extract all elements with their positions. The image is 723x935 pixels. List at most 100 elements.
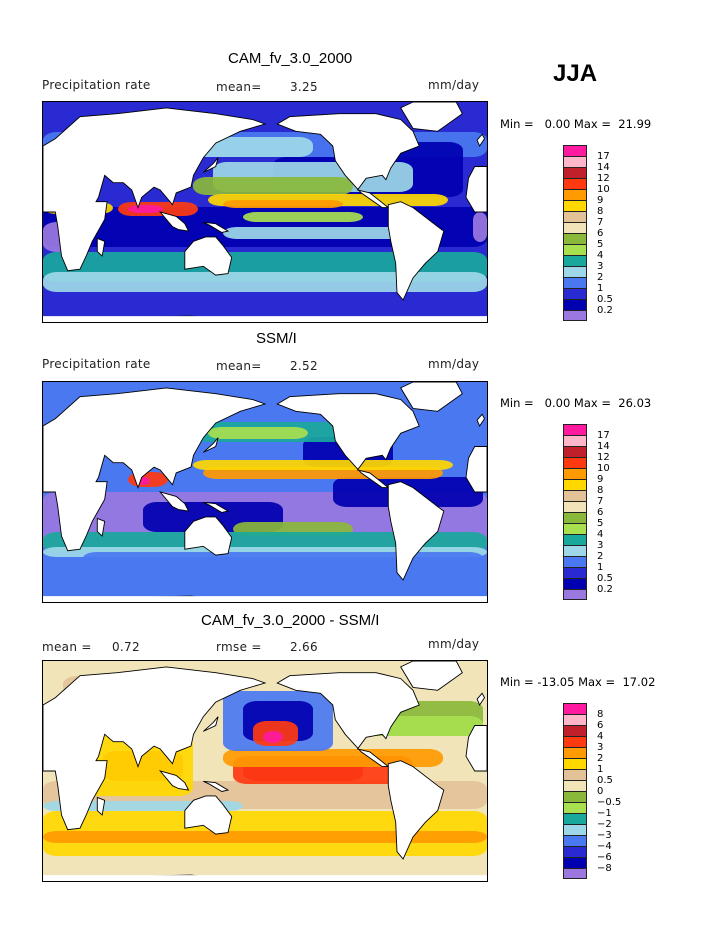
colorbar-swatch	[563, 846, 587, 857]
continent-outline	[203, 780, 230, 792]
continent-outline	[43, 107, 267, 272]
continent-outline	[465, 725, 487, 772]
colorbar-level-label: 12	[597, 173, 610, 184]
panel-3-minmax: Min = -13.05 Max = 17.02	[500, 675, 656, 689]
panel-3-title: CAM_fv_3.0_2000 - SSM/I	[201, 612, 380, 629]
colorbar-level-label: −1	[597, 808, 612, 819]
precip-contour-region	[43, 272, 487, 292]
continent-outline	[276, 393, 420, 489]
panel-1-map	[42, 101, 488, 323]
colorbar-level-label: −3	[597, 830, 612, 841]
colorbar-swatch	[563, 178, 587, 189]
continent-outline	[476, 413, 486, 427]
panel-3-map-canvas	[43, 661, 487, 881]
colorbar-swatch	[563, 769, 587, 780]
colorbar-swatch	[563, 167, 587, 178]
colorbar-level-label: 7	[597, 217, 604, 228]
colorbar-swatch	[563, 222, 587, 233]
colorbar-level-label: 0.2	[597, 584, 613, 595]
colorbar-level-label: 1	[597, 764, 604, 775]
continent-outline	[400, 102, 463, 132]
colorbar-level-label: 8	[597, 206, 604, 217]
colorbar-level-label: 2	[597, 272, 604, 283]
precip-contour-region	[223, 749, 443, 767]
colorbar-level-label: 14	[597, 162, 610, 173]
colorbar-level-label: 4	[597, 250, 604, 261]
colorbar-swatch	[563, 857, 587, 868]
precip-contour-region	[223, 200, 343, 208]
season-label: JJA	[553, 60, 598, 87]
continent-outline	[158, 491, 190, 512]
panel-2-colorbar-labels: 17 14 12 10 9 8 7 6 5 4 3 2 1 0.5 0.2	[597, 430, 613, 595]
colorbar-swatch	[563, 545, 587, 556]
panel-1-map-canvas	[43, 102, 487, 322]
colorbar-level-label: 3	[597, 261, 604, 272]
colorbar-swatch	[563, 145, 587, 156]
colorbar-swatch	[563, 288, 587, 299]
panel-3-rmse-label: rmse =	[216, 640, 262, 654]
continent-outline	[387, 201, 445, 301]
continent-outline	[96, 237, 106, 257]
colorbar-swatch	[563, 835, 587, 846]
continent-outline	[387, 760, 445, 860]
continent-outline	[476, 133, 486, 147]
colorbar-swatch	[563, 523, 587, 534]
colorbar-swatch	[563, 501, 587, 512]
panel-2-units: mm/day	[428, 357, 480, 371]
continent-outline	[387, 481, 445, 581]
precip-contour-region	[373, 716, 483, 736]
colorbar-level-label: 10	[597, 463, 610, 474]
colorbar-swatch	[563, 780, 587, 791]
colorbar-level-label: 2	[597, 753, 604, 764]
colorbar-swatch	[563, 244, 587, 255]
colorbar-level-label: 0.5	[597, 775, 613, 786]
colorbar-level-label: 10	[597, 184, 610, 195]
panel-2-variable-label: Precipitation rate	[42, 357, 151, 371]
colorbar-swatch	[563, 567, 587, 578]
continent-outline	[184, 795, 233, 835]
continent-outline	[465, 166, 487, 213]
colorbar-level-label: −2	[597, 819, 612, 830]
precip-contour-region	[243, 212, 363, 222]
colorbar-swatch	[563, 490, 587, 501]
colorbar-level-label: −8	[597, 863, 612, 874]
panel-1-variable-label: Precipitation rate	[42, 78, 151, 92]
colorbar-level-label: 0.5	[597, 573, 613, 584]
continent-outline	[158, 211, 190, 232]
colorbar-swatch	[563, 725, 587, 736]
colorbar-swatch	[563, 589, 587, 600]
colorbar-swatch	[563, 156, 587, 167]
precip-contour-region	[473, 212, 487, 242]
continent-outline	[184, 236, 233, 276]
colorbar-swatch	[563, 534, 587, 545]
continent-outline	[276, 672, 420, 768]
colorbar-swatch	[563, 556, 587, 567]
panel-1-colorbar	[563, 145, 587, 321]
panel-3-units: mm/day	[428, 637, 480, 651]
continent-outline	[43, 387, 267, 552]
precip-contour-region	[193, 460, 453, 470]
continent-outline	[465, 446, 487, 493]
colorbar-swatch	[563, 703, 587, 714]
colorbar-swatch	[563, 211, 587, 222]
continent-outline	[203, 437, 219, 453]
continent-outline	[276, 113, 420, 209]
colorbar-level-label: 3	[597, 742, 604, 753]
panel-1-title: CAM_fv_3.0_2000	[228, 50, 353, 67]
colorbar-swatch	[563, 758, 587, 769]
colorbar-level-label: 3	[597, 540, 604, 551]
colorbar-level-label: 8	[597, 709, 604, 720]
panel-2-mean-value: 2.52	[290, 359, 318, 373]
panel-2-map-canvas	[43, 382, 487, 602]
panel-3-colorbar-labels: 8 6 4 3 2 1 0.5 0 −0.5 −1 −2 −3 −4 −6 −8	[597, 709, 621, 874]
panel-1-minmax: Min = 0.00 Max = 21.99	[500, 117, 652, 131]
colorbar-swatch	[563, 255, 587, 266]
colorbar-level-label: 5	[597, 518, 604, 529]
colorbar-level-label: 6	[597, 228, 604, 239]
colorbar-level-label: 4	[597, 731, 604, 742]
colorbar-swatch	[563, 736, 587, 747]
no-data-region	[43, 316, 487, 322]
colorbar-swatch	[563, 868, 587, 879]
colorbar-swatch	[563, 791, 587, 802]
colorbar-level-label: 0.5	[597, 294, 613, 305]
